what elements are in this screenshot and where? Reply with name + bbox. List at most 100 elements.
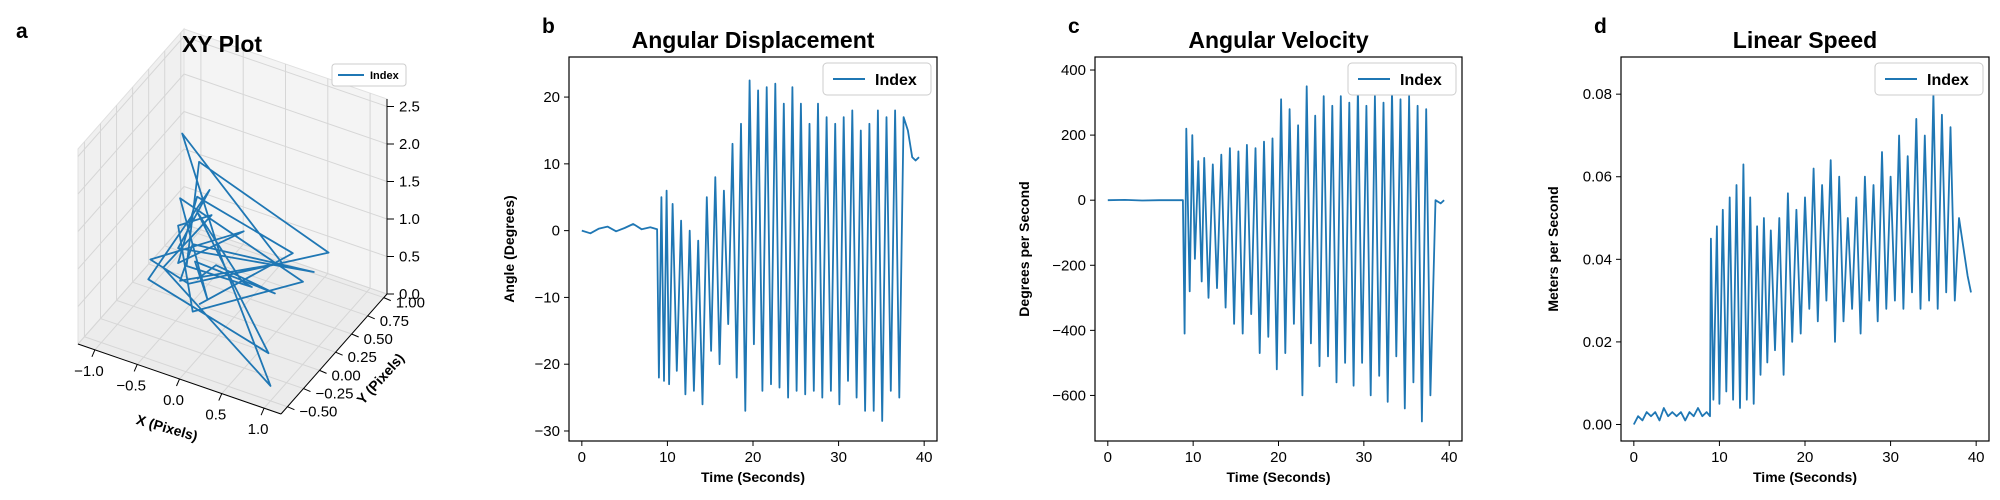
grid-line [77, 148, 185, 270]
x-tick-mark [91, 349, 96, 358]
x-tick-label: 10 [1185, 449, 1202, 466]
legend: Index [1874, 62, 1984, 96]
chart-title: XY Plot [182, 31, 262, 57]
grid-line [77, 36, 185, 157]
chart-title: Linear Speed [1733, 27, 1877, 53]
x-tick-mark [176, 378, 180, 387]
x-tick-label: 30 [1882, 449, 1899, 466]
z-tick-label: 1.0 [399, 211, 420, 228]
grid-line [183, 111, 388, 182]
x-tick-mark [260, 407, 265, 416]
y-tick-label: 400 [1061, 62, 1086, 79]
grid-line [263, 287, 371, 409]
chart-title: Angular Velocity [1188, 27, 1368, 53]
x-tick-label: 0.5 [205, 407, 226, 424]
x-axis-label: Time (Seconds) [1753, 469, 1857, 485]
x-tick-label: 40 [916, 449, 933, 466]
panel-d: 0 10 20 30 40 0.00 0.02 0.04 0.06 0.08 Linear Spee… [1545, 15, 1990, 485]
x-tick-label: 10 [1711, 449, 1728, 466]
y-tick-mark [335, 351, 343, 356]
legend: Index [822, 62, 932, 96]
x-tick-label: 20 [1270, 449, 1287, 466]
y-tick-label: 0.08 [1583, 86, 1612, 103]
y-tick-label: 20 [543, 89, 560, 106]
legend-label: Index [1400, 72, 1442, 89]
panel-a: −1.0−0.50.00.51.0−0.50−0.250.000.250.500… [16, 20, 425, 444]
y-tick-label: 0.00 [1583, 416, 1612, 433]
y-tick-label: −10 [535, 289, 560, 306]
y-axis-label: Degrees per Second [1016, 181, 1032, 316]
y-tick-label: 0 [552, 223, 560, 240]
grid-line [183, 148, 388, 220]
x-tick-label: 40 [1968, 449, 1985, 466]
panel-label: d [1594, 15, 1607, 38]
x-tick-label: 10 [659, 449, 676, 466]
legend-label: Index [875, 72, 917, 89]
x-tick-label: −1.0 [74, 363, 104, 380]
series-line-index [1633, 93, 1972, 425]
grid-line [84, 336, 288, 408]
y-tick-mark [383, 297, 391, 302]
series-line-index [581, 79, 920, 422]
y-tick-label: 10 [543, 156, 560, 173]
y-tick-label: −0.50 [299, 404, 337, 421]
grid-line [77, 223, 185, 345]
grid-line [183, 73, 388, 145]
legend-box [1347, 62, 1457, 96]
x-axis-label: Time (Seconds) [701, 469, 805, 485]
z-tick-label: 0.5 [399, 249, 420, 266]
y-tick-label: −30 [535, 423, 560, 440]
legend: Index [331, 63, 407, 87]
y-tick-label: −600 [1052, 387, 1086, 404]
y-tick-label: −400 [1052, 322, 1086, 339]
y-tick-label: −200 [1052, 257, 1086, 274]
x-tick-label: 40 [1441, 449, 1458, 466]
grid-line [116, 299, 320, 371]
panel-c: 0 10 20 30 40 −600 −400 −200 0 200 400 Angular Velo… [1016, 15, 1463, 485]
grid-line [77, 111, 185, 232]
x-tick-mark [218, 393, 223, 401]
grid-line [183, 223, 388, 295]
z-tick-label: 2.0 [399, 136, 420, 153]
x-tick-label: 1.0 [248, 421, 269, 438]
grid-line [164, 245, 368, 317]
legend-box [331, 63, 407, 87]
x-tick-label: 30 [830, 449, 847, 466]
y-tick-label: −20 [535, 356, 560, 373]
y-axis-label: Meters per Second [1545, 186, 1561, 311]
y-tick-mark [287, 406, 295, 411]
legend: Index [1347, 62, 1457, 96]
series-line-index [1107, 85, 1445, 423]
y-tick-label: 200 [1061, 127, 1086, 144]
y-tick-mark [367, 315, 375, 320]
grid-line [100, 318, 304, 390]
x-tick-mark [133, 364, 138, 372]
x-tick-label: 0 [578, 449, 586, 466]
z-tick-label: 1.5 [399, 174, 420, 191]
x-tick-label: 20 [745, 449, 762, 466]
x-tick-label: 20 [1797, 449, 1814, 466]
chart-title: Angular Displacement [632, 27, 875, 53]
grid-line [221, 273, 329, 394]
x-tick-label: 30 [1356, 449, 1373, 466]
y-tick-label: 0.75 [380, 313, 409, 330]
z-tick-label: 0.0 [399, 286, 420, 303]
panel-label: a [16, 20, 28, 43]
y-tick-label: 0.50 [364, 331, 393, 348]
grid-line [77, 73, 185, 195]
legend-label: Index [370, 70, 400, 82]
y-axis-label: Angle (Degrees) [501, 195, 517, 302]
z-tick-label: 2.5 [399, 99, 420, 116]
x-axis-label: Time (Seconds) [1227, 469, 1331, 485]
y-axis-line [280, 293, 388, 415]
series-line-index [147, 132, 330, 387]
panel-label: c [1068, 15, 1080, 38]
y-tick-label: 0.02 [1583, 334, 1612, 351]
y-tick-label: −0.25 [315, 386, 353, 403]
y-tick-mark [303, 388, 311, 393]
y-tick-mark [351, 333, 359, 338]
x-tick-label: −0.5 [116, 377, 146, 394]
legend-box [822, 62, 932, 96]
y-tick-label: 1.00 [396, 295, 425, 312]
